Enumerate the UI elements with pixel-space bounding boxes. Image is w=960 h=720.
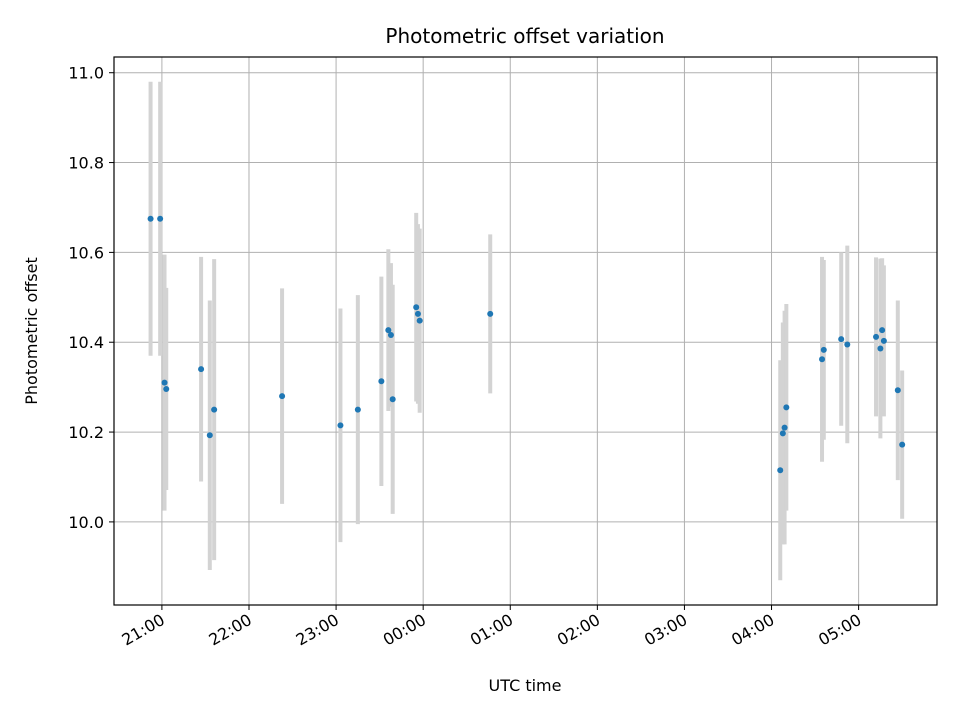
data-point bbox=[211, 406, 218, 413]
y-tick-label: 10.8 bbox=[68, 154, 104, 173]
data-point bbox=[206, 432, 213, 439]
data-points bbox=[147, 215, 906, 474]
data-point bbox=[899, 441, 906, 448]
x-axis-label: UTC time bbox=[489, 676, 562, 695]
x-tick-label: 23:00 bbox=[293, 610, 342, 650]
data-point bbox=[879, 327, 886, 334]
data-point bbox=[416, 317, 423, 324]
x-tick-label: 04:00 bbox=[728, 610, 777, 650]
data-point bbox=[414, 310, 421, 317]
data-point bbox=[198, 366, 205, 373]
data-point bbox=[781, 424, 788, 431]
data-point bbox=[387, 332, 394, 339]
grid-lines bbox=[114, 57, 937, 605]
data-point bbox=[820, 346, 827, 353]
chart-title: Photometric offset variation bbox=[385, 24, 664, 48]
data-point bbox=[354, 406, 361, 413]
data-point bbox=[783, 404, 790, 411]
data-point bbox=[894, 387, 901, 394]
data-point bbox=[337, 422, 344, 429]
x-tick-label: 21:00 bbox=[118, 610, 167, 650]
data-point bbox=[487, 310, 494, 317]
data-point bbox=[873, 333, 880, 340]
x-tick-label: 03:00 bbox=[641, 610, 690, 650]
y-axis-ticks: 10.0 10.2 10.4 10.6 10.8 11.0 bbox=[68, 64, 114, 532]
data-point bbox=[389, 396, 396, 403]
plot-frame bbox=[113, 56, 938, 606]
y-tick-label: 10.0 bbox=[68, 513, 104, 532]
data-point bbox=[838, 336, 845, 343]
data-point bbox=[163, 385, 170, 392]
x-axis-ticks: 21:00 22:00 23:00 00:00 01:00 02:00 03:00 04:00… bbox=[118, 605, 865, 650]
x-tick-label: 02:00 bbox=[554, 610, 603, 650]
data-point bbox=[413, 304, 420, 311]
data-point bbox=[880, 337, 887, 344]
data-point bbox=[819, 356, 826, 363]
y-tick-label: 11.0 bbox=[68, 64, 104, 83]
data-point bbox=[877, 345, 884, 352]
x-tick-label: 22:00 bbox=[206, 610, 255, 650]
y-tick-label: 10.2 bbox=[68, 423, 104, 442]
data-point bbox=[385, 327, 392, 334]
data-point bbox=[157, 215, 164, 222]
y-tick-label: 10.6 bbox=[68, 243, 104, 262]
data-point bbox=[147, 215, 154, 222]
data-point bbox=[161, 379, 168, 386]
data-point bbox=[279, 393, 286, 400]
x-tick-label: 00:00 bbox=[380, 610, 429, 650]
y-tick-label: 10.4 bbox=[68, 333, 104, 352]
x-tick-label: 01:00 bbox=[467, 610, 516, 650]
data-point bbox=[378, 378, 385, 385]
data-point bbox=[779, 430, 786, 437]
data-point bbox=[777, 467, 784, 474]
error-bars bbox=[148, 81, 905, 581]
y-axis-label: Photometric offset bbox=[22, 257, 41, 405]
data-point bbox=[844, 341, 851, 348]
x-tick-label: 05:00 bbox=[815, 610, 864, 650]
